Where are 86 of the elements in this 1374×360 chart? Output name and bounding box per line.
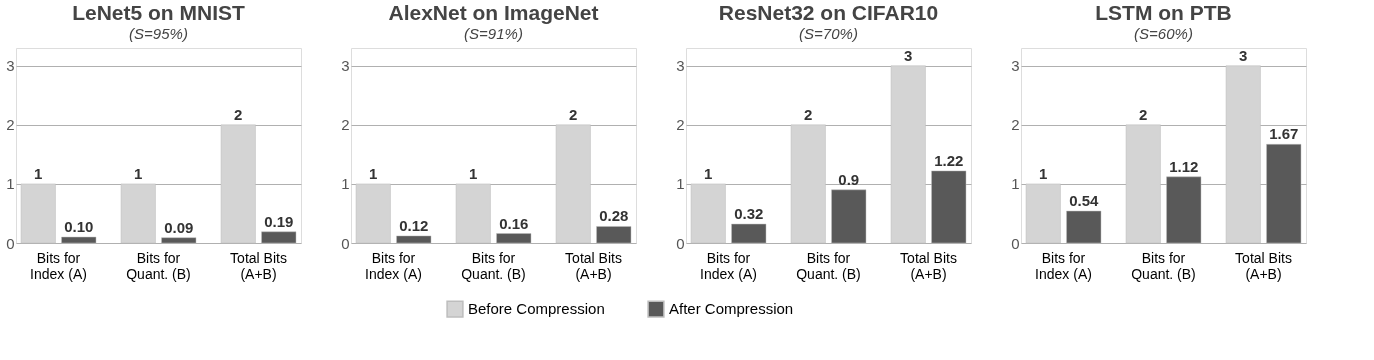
bar <box>120 183 156 244</box>
data-label: 0.12 <box>399 216 429 234</box>
bar <box>1125 124 1161 244</box>
data-label: 1 <box>704 164 713 182</box>
y-tick-label: 0 <box>1011 234 1020 252</box>
data-label: 0.16 <box>499 214 529 232</box>
data-label: 1.22 <box>934 151 964 169</box>
data-label: 0.28 <box>599 207 629 225</box>
chart-title: AlexNet on ImageNet <box>388 1 599 24</box>
y-tick-label: 2 <box>1011 116 1020 134</box>
y-tick-label: 3 <box>1011 57 1020 75</box>
y-tick-label: 3 <box>6 57 15 75</box>
y-tick-label: 1 <box>1011 175 1020 193</box>
data-label: 1 <box>134 164 143 182</box>
y-tick-label: 0 <box>341 234 350 252</box>
bar <box>1025 183 1061 244</box>
bar <box>831 189 867 244</box>
y-tick-label: 3 <box>676 57 685 75</box>
bar <box>261 231 297 244</box>
bar <box>355 183 391 244</box>
data-label: 3 <box>1239 46 1248 64</box>
x-tick-label: Bits for Quant. (B) <box>126 249 191 282</box>
data-label: 2 <box>804 105 813 123</box>
data-label: 1 <box>1039 164 1048 182</box>
y-tick-label: 3 <box>341 57 350 75</box>
chart-title: ResNet32 on CIFAR10 <box>718 1 939 24</box>
chart-subtitle: (S=60%) <box>1134 25 1193 42</box>
chart-title: LeNet5 on MNIST <box>72 1 245 24</box>
data-label: 3 <box>904 46 913 64</box>
x-tick-label: Bits for Quant. (B) <box>1131 249 1196 282</box>
bar <box>890 65 926 244</box>
chart-subtitle: (S=70%) <box>799 25 858 42</box>
data-label: 0.32 <box>734 205 764 223</box>
data-label: 0.9 <box>838 170 860 188</box>
data-label: 1 <box>369 164 378 182</box>
chart-title: LSTM on PTB <box>1095 1 1232 24</box>
bar <box>690 183 726 244</box>
y-tick-label: 1 <box>341 175 350 193</box>
data-label: 1 <box>469 164 478 182</box>
y-tick-label: 0 <box>6 234 15 252</box>
data-label: 2 <box>1139 105 1148 123</box>
bar <box>790 124 826 244</box>
bar <box>455 183 491 244</box>
bar <box>61 236 97 244</box>
data-label: 0.54 <box>1069 192 1100 210</box>
y-tick-label: 2 <box>676 116 685 134</box>
bar <box>20 183 56 244</box>
bar <box>1166 176 1202 244</box>
bar <box>496 233 532 244</box>
bar <box>220 124 256 244</box>
legend-label: After Compression <box>669 300 794 318</box>
y-tick-label: 2 <box>6 116 15 134</box>
x-tick-label: Total Bits (A+B) <box>900 249 957 282</box>
x-tick-label: Total Bits (A+B) <box>1235 249 1292 282</box>
y-tick-label: 1 <box>6 175 15 193</box>
x-tick-label: Total Bits (A+B) <box>230 249 287 282</box>
bar <box>161 237 197 244</box>
bar <box>1225 65 1261 244</box>
y-tick-label: 0 <box>676 234 685 252</box>
x-tick-label: Bits for Index (A) <box>365 249 422 282</box>
y-tick-label: 2 <box>341 116 350 134</box>
bar <box>731 223 767 244</box>
data-label: 0.10 <box>64 218 94 236</box>
bar <box>1266 144 1302 244</box>
x-tick-label: Total Bits (A+B) <box>565 249 622 282</box>
bar <box>396 235 432 244</box>
data-label: 1 <box>34 164 43 182</box>
data-label: 1.67 <box>1269 125 1299 143</box>
x-tick-label: Bits for Index (A) <box>30 249 87 282</box>
chart-subtitle: (S=95%) <box>129 25 188 42</box>
bar <box>931 170 967 244</box>
x-tick-label: Bits for Quant. (B) <box>461 249 526 282</box>
x-tick-label: Bits for Quant. (B) <box>796 249 861 282</box>
data-label: 1.12 <box>1169 157 1199 175</box>
bar <box>555 124 591 244</box>
y-tick-label: 1 <box>676 175 685 193</box>
x-tick-label: Bits for Index (A) <box>1035 249 1092 282</box>
bar <box>1066 210 1102 244</box>
data-label: 2 <box>569 105 578 123</box>
legend-label: Before Compression <box>468 300 605 318</box>
chart-subtitle: (S=91%) <box>464 25 523 42</box>
bar <box>596 226 632 244</box>
data-label: 0.09 <box>164 218 194 236</box>
x-tick-label: Bits for Index (A) <box>700 249 757 282</box>
data-label: 0.19 <box>264 212 294 230</box>
data-label: 2 <box>234 105 243 123</box>
